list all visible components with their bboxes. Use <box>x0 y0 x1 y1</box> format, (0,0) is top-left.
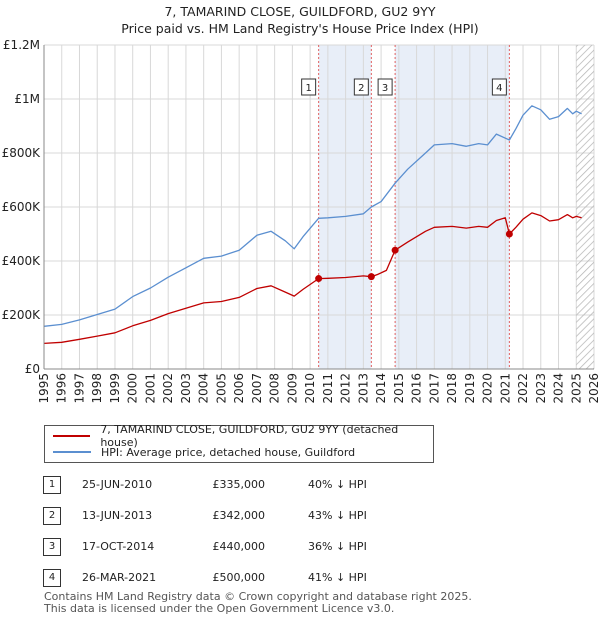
x-tick-label: 2022 <box>516 373 530 404</box>
x-tick-label: 2010 <box>303 373 317 404</box>
forecast-region <box>576 45 594 369</box>
x-tick-label: 2020 <box>481 373 495 404</box>
y-tick-label: £800K <box>2 146 42 160</box>
legend-label-hpi: HPI: Average price, detached house, Guil… <box>101 445 356 459</box>
transaction-price: £440,000 <box>212 540 266 553</box>
x-tick-label: 1996 <box>55 373 69 404</box>
chart-title-address: 7, TAMARIND CLOSE, GUILDFORD, GU2 9YY <box>164 4 436 19</box>
x-tick-label: 2000 <box>126 373 140 404</box>
x-tick-label: 2024 <box>552 373 566 404</box>
sale-point <box>315 275 323 283</box>
x-tick-label: 2013 <box>356 373 370 404</box>
x-tick-label: 2008 <box>268 373 282 404</box>
transaction-number: 3 <box>43 538 61 556</box>
legend-label-property: 7, TAMARIND CLOSE, GUILDFORD, GU2 9YY (d… <box>100 423 399 449</box>
legend-swatch-hpi <box>53 451 91 453</box>
x-tick-label: 2005 <box>214 373 228 404</box>
transaction-number: 4 <box>43 569 61 587</box>
x-tick-label: 2023 <box>534 373 548 404</box>
sale-marker-box <box>301 78 317 96</box>
transaction-hpi-diff: 41% ↓ HPI <box>308 571 367 584</box>
y-tick-label: £200K <box>2 308 42 322</box>
x-tick-label: 2019 <box>463 373 477 404</box>
sale-point <box>505 230 513 238</box>
legend: 7, TAMARIND CLOSE, GUILDFORD, GU2 9YY (d… <box>44 423 434 463</box>
transaction-date: 17-OCT-2014 <box>82 540 155 553</box>
transaction-hpi-diff: 43% ↓ HPI <box>308 509 367 522</box>
x-tick-label: 2009 <box>285 373 299 404</box>
footer-copyright: Contains HM Land Registry data © Crown c… <box>44 590 472 603</box>
transaction-price: £500,000 <box>212 571 266 584</box>
y-tick-label: £400K <box>2 254 42 268</box>
sale-marker-box <box>377 78 393 96</box>
sale-marker-box <box>491 78 507 96</box>
transaction-number: 2 <box>43 507 61 525</box>
x-tick-label: 1998 <box>90 373 104 404</box>
transaction-date: 26-MAR-2021 <box>82 571 157 584</box>
sale-markers: 1 2 3 4 <box>301 78 507 96</box>
sale-marker-label: 4 <box>496 83 502 94</box>
legend-swatch-property <box>53 435 91 437</box>
y-tick-label: £600K <box>2 200 42 214</box>
sale-marker-label: 3 <box>382 83 388 94</box>
sale-marker-label: 1 <box>305 83 311 94</box>
transaction-date: 13-JUN-2013 <box>82 509 153 522</box>
x-tick-label: 2011 <box>321 373 335 404</box>
hpi-line <box>43 105 582 327</box>
footer-license: This data is licensed under the Open Gov… <box>44 602 395 615</box>
chart-subtitle: Price paid vs. HM Land Registry's House … <box>121 21 479 36</box>
x-tick-label: 2012 <box>339 373 353 404</box>
series-lines <box>43 105 582 345</box>
x-tick-label: 2021 <box>498 373 512 404</box>
sale-point <box>367 273 375 281</box>
sale-vlines <box>318 45 510 369</box>
transaction-price: £342,000 <box>212 509 266 522</box>
legend-item-property: 7, TAMARIND CLOSE, GUILDFORD, GU2 9YY (d… <box>53 423 433 449</box>
x-axis-ticks: 1995 1996 1997 1998 1999 2000 2001 2002 2003 2004… <box>37 368 600 404</box>
property-price-line <box>43 212 582 345</box>
y-axis-ticks: £0 £200K £400K £600K £800K £1M £1.2M <box>2 38 45 376</box>
x-tick-label: 2017 <box>427 373 441 404</box>
x-tick-label: 2018 <box>445 373 459 404</box>
transaction-date: 25-JUN-2010 <box>82 478 153 491</box>
price-chart: 1 2 3 4 £0 £200K £400K £600K £800K £1M £1.2M 1995… <box>2 38 600 404</box>
transaction-hpi-diff: 40% ↓ HPI <box>308 478 367 491</box>
x-tick-label: 2002 <box>161 373 175 404</box>
x-tick-label: 1997 <box>72 373 86 404</box>
sale-marker-label: 2 <box>358 83 364 94</box>
x-tick-label: 1995 <box>37 373 51 404</box>
x-tick-label: 1999 <box>108 373 122 404</box>
y-tick-label: £1.2M <box>3 38 40 52</box>
transaction-number: 1 <box>43 476 61 494</box>
x-tick-label: 2015 <box>392 373 406 404</box>
x-tick-label: 2003 <box>179 373 193 404</box>
x-tick-label: 2016 <box>410 373 424 404</box>
sale-point <box>391 246 399 254</box>
legend-item-hpi: HPI: Average price, detached house, Guil… <box>53 444 355 460</box>
x-tick-label: 2007 <box>250 373 264 404</box>
x-tick-label: 2026 <box>587 373 600 404</box>
x-tick-label: 2025 <box>569 373 583 404</box>
x-tick-label: 2004 <box>197 373 211 404</box>
transaction-price: £335,000 <box>212 478 266 491</box>
x-tick-label: 2014 <box>374 373 388 404</box>
x-tick-label: 2001 <box>143 373 157 404</box>
y-tick-label: £0 <box>25 362 40 376</box>
x-tick-label: 2006 <box>232 373 246 404</box>
forecast-hatch <box>576 45 594 369</box>
sale-points <box>315 230 513 283</box>
sale-marker-box <box>353 78 369 96</box>
transaction-hpi-diff: 36% ↓ HPI <box>308 540 367 553</box>
y-tick-label: £1M <box>14 92 40 106</box>
